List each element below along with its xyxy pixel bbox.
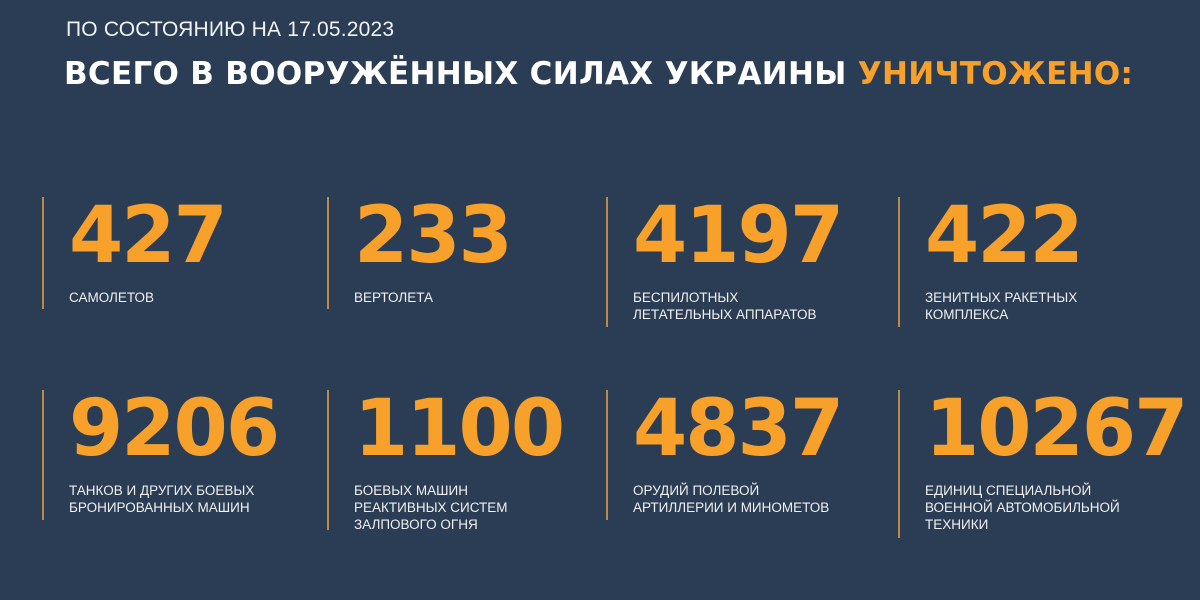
stat-label-line: ВЕРТОЛЕТА <box>354 290 434 305</box>
stat-label-line: САМОЛЕТОВ <box>69 290 155 305</box>
stat-label: ВЕРТОЛЕТА <box>354 289 511 306</box>
stat-label-line: ЗАЛПОВОГО ОГНЯ <box>354 517 478 532</box>
stat-label-line: БРОНИРОВАННЫХ МАШИН <box>69 500 250 515</box>
stat-value: 427 <box>69 191 228 281</box>
stat-label-line: ТАНКОВ И ДРУГИХ БОЕВЫХ <box>69 483 255 498</box>
stat-card: 4837 ОРУДИЙ ПОЛЕВОЙ АРТИЛЛЕРИИ И МИНОМЕТОВ <box>606 384 844 520</box>
stat-label-line: АРТИЛЛЕРИИ И МИНОМЕТОВ <box>633 500 830 515</box>
stat-label-line: БЕСПИЛОТНЫХ <box>633 290 739 305</box>
stat-label: БЕСПИЛОТНЫХ ЛЕТАТЕЛЬНЫХ АППАРАТОВ <box>633 289 842 323</box>
stat-label-line: ТЕХНИКИ <box>925 517 989 532</box>
stat-value: 4197 <box>633 191 844 281</box>
title-main: ВСЕГО В ВООРУЖЁННЫХ СИЛАХ УКРАИНЫ <box>64 56 847 92</box>
stat-card: 4197 БЕСПИЛОТНЫХ ЛЕТАТЕЛЬНЫХ АППАРАТОВ <box>606 191 844 327</box>
stat-value: 10267 <box>925 384 1188 474</box>
stat-label-line: РЕАКТИВНЫХ СИСТЕМ <box>354 500 508 515</box>
stat-value: 4837 <box>633 384 844 474</box>
stat-label: ТАНКОВ И ДРУГИХ БОЕВЫХ БРОНИРОВАННЫХ МАШИ… <box>69 482 278 516</box>
stat-label-line: ЗЕНИТНЫХ РАКЕТНЫХ <box>925 290 1078 305</box>
stat-label-line: ОРУДИЙ ПОЛЕВОЙ <box>633 483 760 498</box>
stat-label-line: ЛЕТАТЕЛЬНЫХ АППАРАТОВ <box>633 307 817 322</box>
stat-label: ОРУДИЙ ПОЛЕВОЙ АРТИЛЛЕРИИ И МИНОМЕТОВ <box>633 482 842 516</box>
stat-card: 10267 ЕДИНИЦ СПЕЦИАЛЬНОЙ ВОЕННОЙ АВТОМОБИЛ… <box>898 384 1188 538</box>
stat-label: БОЕВЫХ МАШИН РЕАКТИВНЫХ СИСТЕМ ЗАЛПОВОГО О… <box>354 482 563 533</box>
stat-label-line: ЕДИНИЦ СПЕЦИАЛЬНОЙ <box>925 483 1092 498</box>
stat-label-line: ВОЕННОЙ АВТОМОБИЛЬНОЙ <box>925 500 1120 515</box>
stat-card: 422 ЗЕНИТНЫХ РАКЕТНЫХ КОМПЛЕКСА <box>898 191 1084 327</box>
stat-card: 1100 БОЕВЫХ МАШИН РЕАКТИВНЫХ СИСТЕМ ЗАЛПОВО… <box>327 384 565 533</box>
stat-label-line: БОЕВЫХ МАШИН <box>354 483 468 498</box>
stat-value: 1100 <box>354 384 565 474</box>
stat-card: 9206 ТАНКОВ И ДРУГИХ БОЕВЫХ БРОНИРОВАННЫХ … <box>42 384 280 520</box>
stat-label-line: КОМПЛЕКСА <box>925 307 1009 322</box>
page-title: ВСЕГО В ВООРУЖЁННЫХ СИЛАХ УКРАИНЫ УНИЧТО… <box>64 56 1133 92</box>
stat-value: 9206 <box>69 384 280 474</box>
stat-card: 427 САМОЛЕТОВ <box>42 191 228 309</box>
stat-value: 233 <box>354 191 513 281</box>
stat-value: 422 <box>925 191 1084 281</box>
stat-label: ЗЕНИТНЫХ РАКЕТНЫХ КОМПЛЕКСА <box>925 289 1082 323</box>
stat-label: САМОЛЕТОВ <box>69 289 226 306</box>
stat-card: 233 ВЕРТОЛЕТА <box>327 191 513 309</box>
as-of-date: ПО СОСТОЯНИЮ НА 17.05.2023 <box>66 18 395 41</box>
title-highlight: УНИЧТОЖЕНО: <box>857 56 1134 92</box>
stat-label: ЕДИНИЦ СПЕЦИАЛЬНОЙ ВОЕННОЙ АВТОМОБИЛЬНОЙ Т… <box>925 482 1186 533</box>
